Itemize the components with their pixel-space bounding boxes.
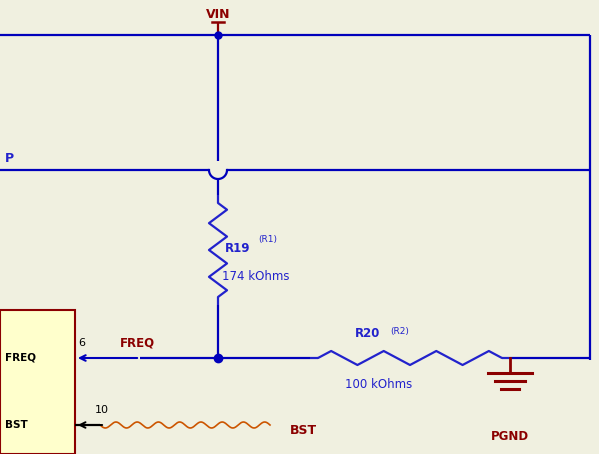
Text: R20: R20 [355, 327, 380, 340]
Text: BST: BST [290, 424, 317, 436]
Text: (R2): (R2) [390, 327, 409, 336]
Text: FREQ: FREQ [120, 336, 155, 350]
Text: VIN: VIN [205, 8, 230, 21]
Text: (R1): (R1) [258, 235, 277, 244]
Text: PGND: PGND [491, 430, 529, 443]
Text: 100 kOhms: 100 kOhms [345, 378, 412, 391]
Text: 10: 10 [95, 405, 109, 415]
Text: BST: BST [5, 420, 28, 430]
Text: P: P [5, 152, 14, 164]
Text: R19: R19 [225, 242, 250, 255]
Text: 174 kOhms: 174 kOhms [222, 270, 289, 283]
Bar [0, 310, 75, 454]
Text: 6: 6 [78, 338, 85, 348]
Text: FREQ: FREQ [5, 353, 36, 363]
